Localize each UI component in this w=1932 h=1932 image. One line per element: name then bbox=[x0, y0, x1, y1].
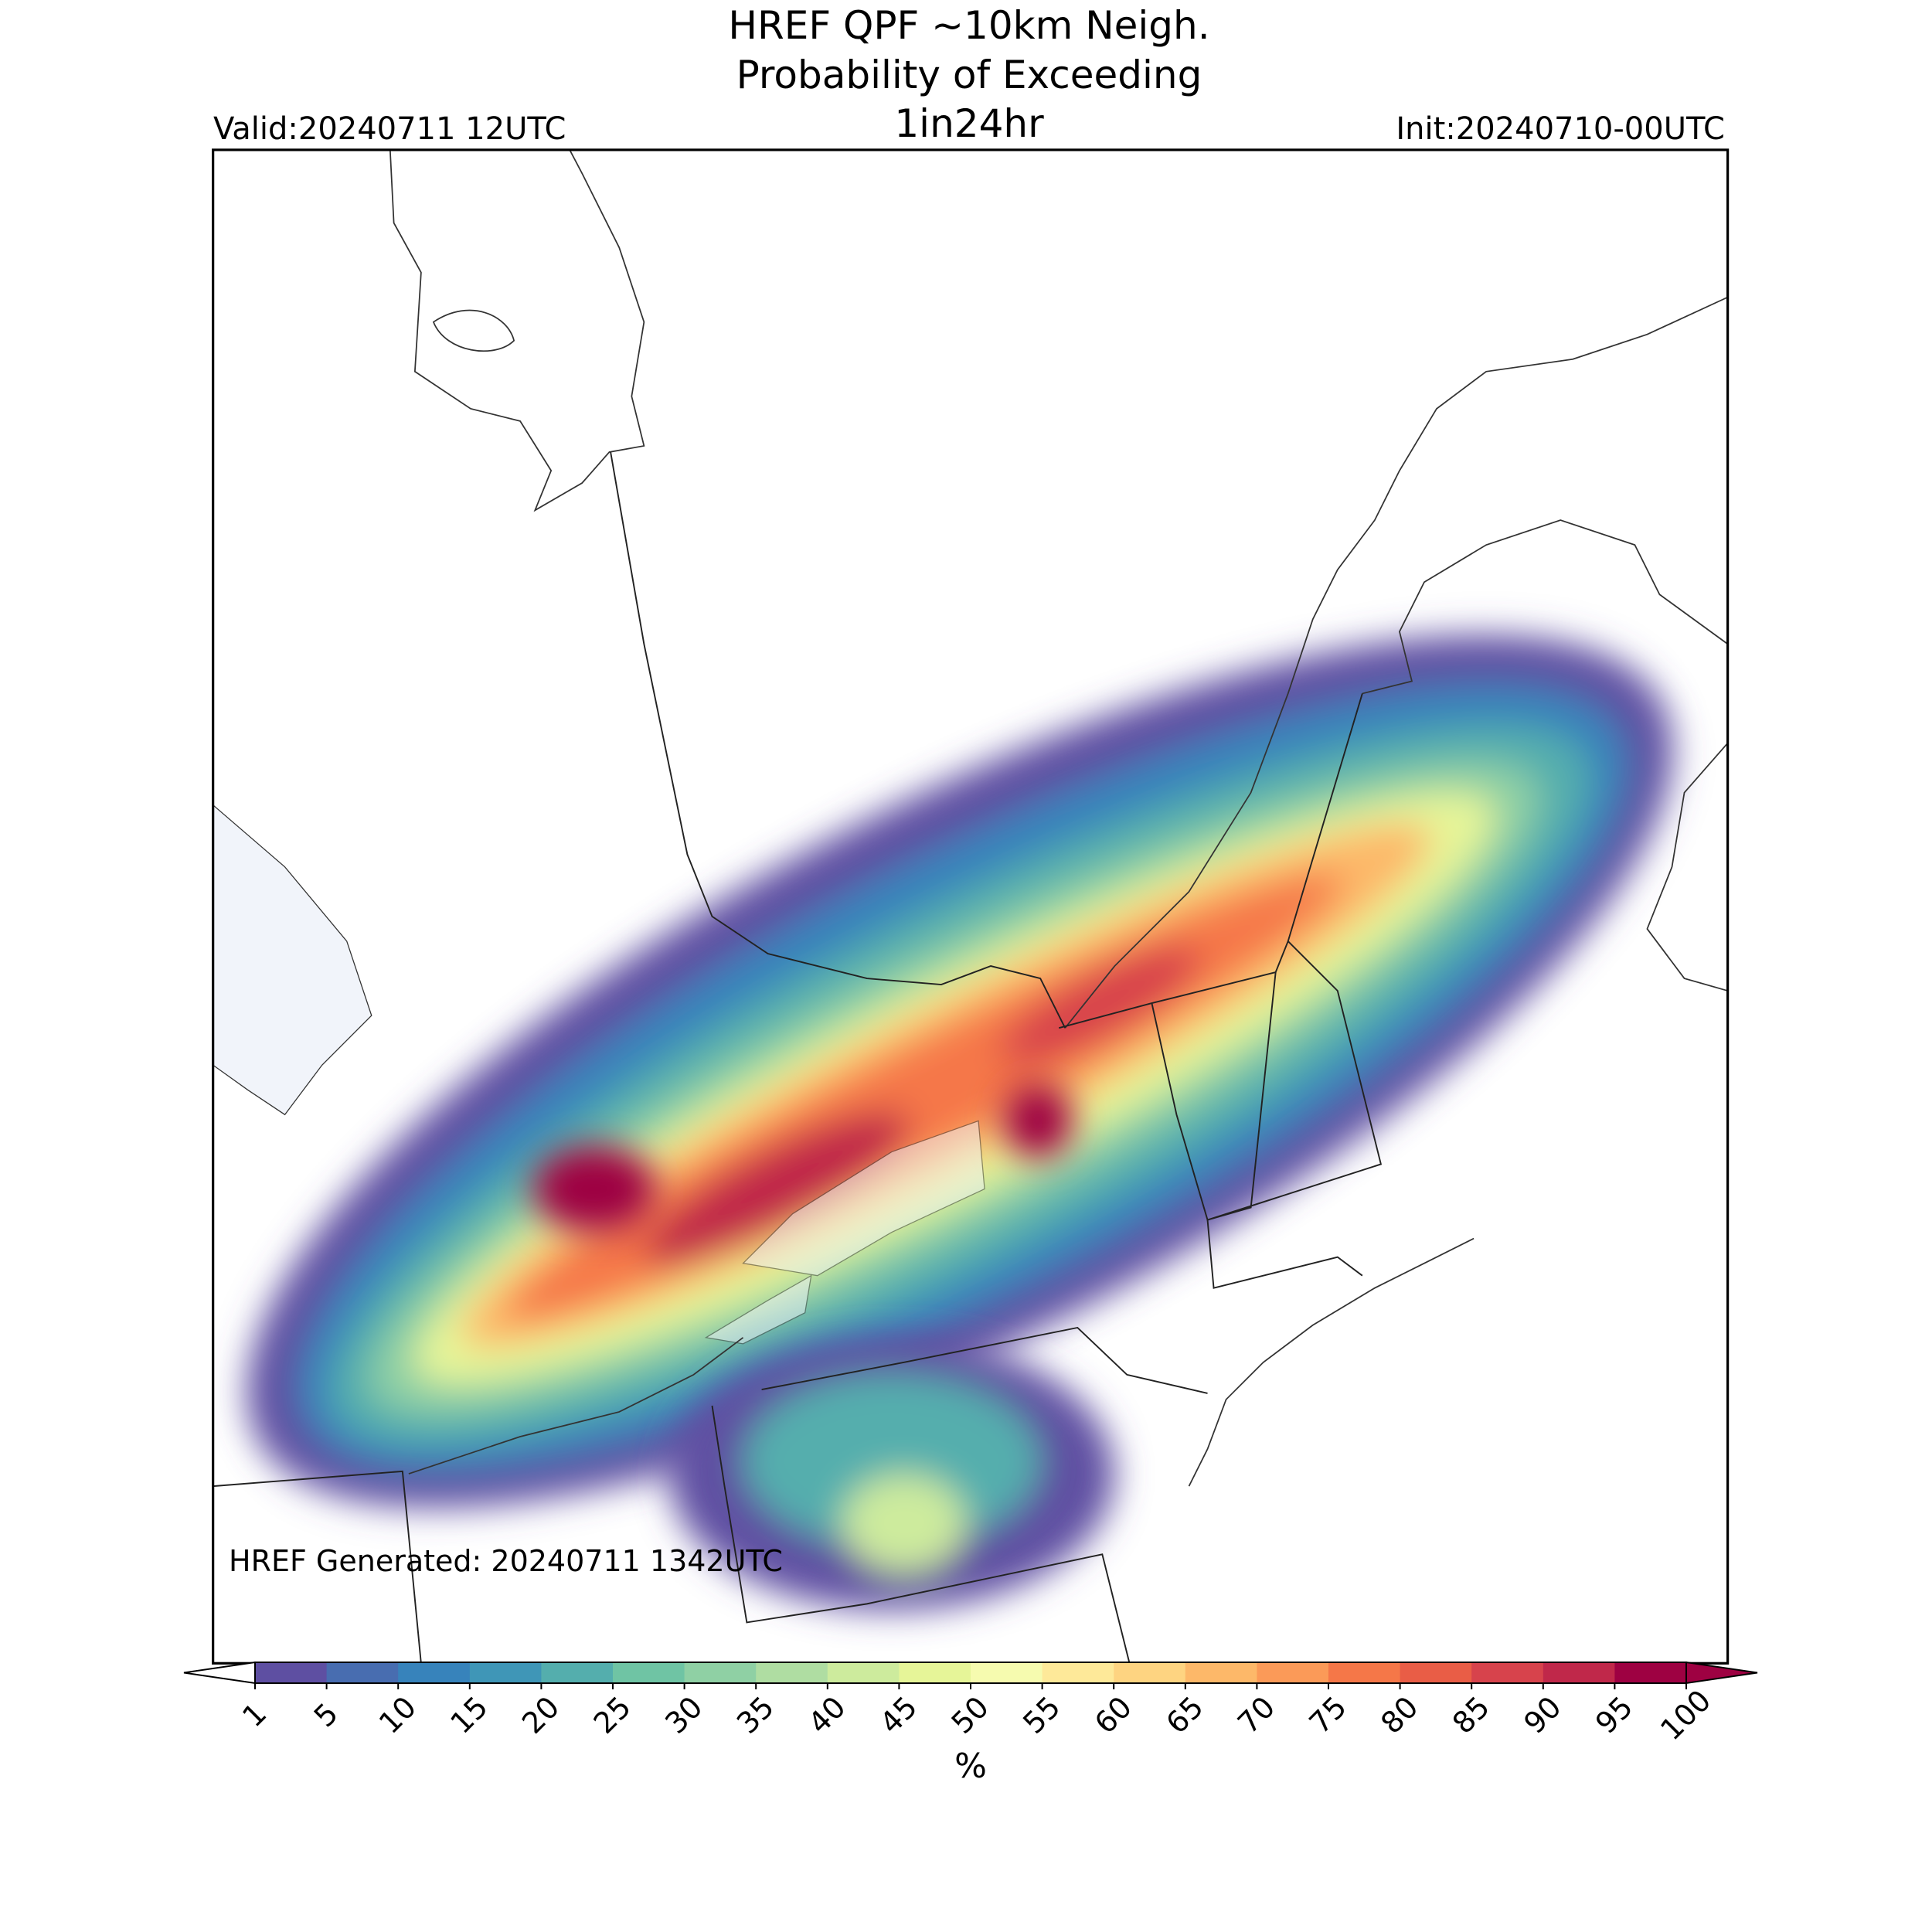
lake bbox=[432, 309, 515, 352]
colorbar-tick-label: 65 bbox=[1159, 1690, 1209, 1740]
colorbar-tick-label: 100 bbox=[1654, 1683, 1717, 1747]
coastline bbox=[1646, 742, 1728, 992]
colorbar-tick-label: 30 bbox=[658, 1690, 709, 1740]
colorbar-tick-label: 25 bbox=[587, 1690, 638, 1740]
colorbar-segment bbox=[255, 1662, 328, 1683]
colorbar-segment bbox=[1471, 1662, 1544, 1683]
colorbar-segment bbox=[613, 1662, 685, 1683]
title-line: 1in24hr bbox=[894, 101, 1044, 146]
colorbar-extend-over bbox=[1685, 1661, 1758, 1685]
colorbar-label: % bbox=[954, 1747, 987, 1786]
border bbox=[761, 1219, 1363, 1394]
colorbar-tick-label: 55 bbox=[1016, 1690, 1066, 1740]
colorbar-segment bbox=[541, 1662, 614, 1683]
colorbar-segment bbox=[827, 1662, 900, 1683]
colorbar-tick-label: 90 bbox=[1517, 1690, 1567, 1740]
init-time: Init:20240710-00UTC bbox=[1396, 111, 1725, 147]
colorbar-segment bbox=[756, 1662, 828, 1683]
colorbar-tick-label: 95 bbox=[1589, 1690, 1639, 1740]
colorbar-segment bbox=[971, 1662, 1043, 1683]
precip-field bbox=[247, 634, 1673, 1509]
colorbar: 1 5 10 15 20 25 30 35 40 45 50 55 60 65 70 75 80 85 90 95 10… bbox=[183, 1661, 1758, 1747]
coastline bbox=[1188, 1237, 1475, 1487]
colorbar-tick-label: 15 bbox=[444, 1690, 494, 1740]
map-area bbox=[213, 149, 1728, 1664]
title-line: Probability of Exceeding bbox=[736, 53, 1202, 97]
map bbox=[212, 148, 1730, 1665]
coastline bbox=[1064, 296, 1728, 1029]
colorbar-tick-label: 20 bbox=[515, 1690, 566, 1740]
colorbar-tick-label: 35 bbox=[730, 1690, 781, 1740]
title: HREF QPF ~10km Neigh. Probability of Exc… bbox=[213, 3, 1725, 147]
colorbar-tick-label: 60 bbox=[1088, 1690, 1138, 1740]
colorbar-segment bbox=[1042, 1662, 1114, 1683]
colorbar-tick-label: 10 bbox=[372, 1690, 423, 1740]
colorbar-tick-label: 5 bbox=[308, 1696, 345, 1733]
colorbar-tick-label: 80 bbox=[1374, 1690, 1424, 1740]
colorbar-tick-label: 1 bbox=[236, 1696, 273, 1733]
colorbar-tick-label: 50 bbox=[945, 1690, 995, 1740]
valid-time: Valid:20240711 12UTC bbox=[213, 111, 566, 147]
colorbar-segment bbox=[469, 1662, 542, 1683]
colorbar-tick-label: 75 bbox=[1303, 1690, 1353, 1740]
colorbar-segment bbox=[1328, 1662, 1401, 1683]
coastline bbox=[389, 149, 645, 512]
colorbar-segment bbox=[1543, 1662, 1615, 1683]
colorbar-segment bbox=[1185, 1662, 1257, 1683]
title-line: HREF QPF ~10km Neigh. bbox=[728, 3, 1209, 48]
colorbar-segment bbox=[398, 1662, 471, 1683]
precip-south bbox=[532, 1083, 1115, 1611]
colorbar-tick-label: 40 bbox=[801, 1690, 852, 1740]
water bbox=[213, 804, 372, 1116]
border bbox=[213, 1470, 422, 1664]
colorbar-tick-label: 70 bbox=[1231, 1690, 1281, 1740]
border bbox=[610, 451, 1066, 1029]
colorbar-segment bbox=[1257, 1662, 1329, 1683]
lake-ontario bbox=[742, 1120, 985, 1277]
colorbar-extend-under bbox=[183, 1661, 256, 1685]
colorbar-segment bbox=[326, 1662, 399, 1683]
colorbar-segment bbox=[1114, 1662, 1186, 1683]
coastline bbox=[408, 1337, 744, 1475]
colorbar-tick-label: 85 bbox=[1446, 1690, 1496, 1740]
border bbox=[711, 1405, 1131, 1664]
colorbar-tick-label: 45 bbox=[873, 1690, 923, 1740]
colorbar-segment bbox=[899, 1662, 971, 1683]
colorbar-segment bbox=[1400, 1662, 1472, 1683]
colorbar-segment bbox=[1614, 1662, 1687, 1683]
coastline bbox=[1362, 519, 1728, 695]
generated-note: HREF Generated: 20240711 1342UTC bbox=[229, 1544, 783, 1578]
colorbar-segment bbox=[684, 1662, 757, 1683]
